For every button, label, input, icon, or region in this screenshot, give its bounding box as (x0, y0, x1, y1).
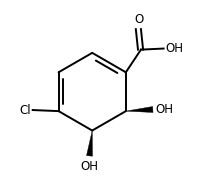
Text: OH: OH (81, 160, 98, 173)
Polygon shape (126, 107, 153, 112)
Polygon shape (87, 130, 92, 156)
Text: OH: OH (165, 42, 183, 55)
Text: O: O (134, 13, 143, 26)
Text: Cl: Cl (19, 104, 30, 117)
Text: OH: OH (155, 103, 173, 116)
